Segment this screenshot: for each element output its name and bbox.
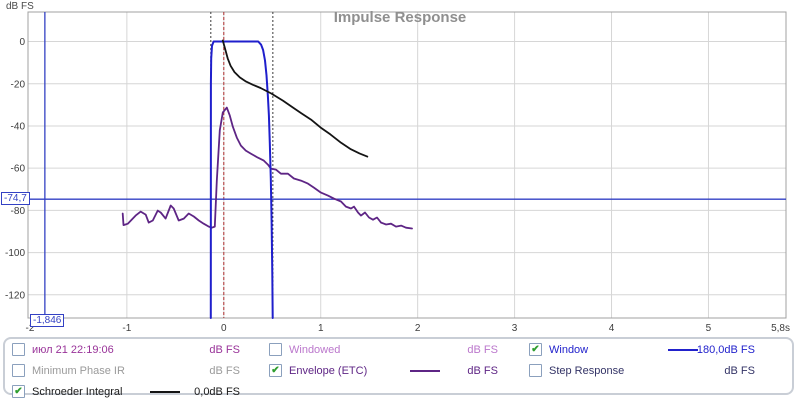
time-marker-label[interactable]: -1,846 xyxy=(30,314,65,327)
plot-border xyxy=(27,11,787,319)
y-axis-unit-label: dB FS xyxy=(6,1,34,12)
legend-item-июл-21-22-19-06: июл 21 22:19:06 dB FS xyxy=(5,341,796,359)
legend-checkbox-checked[interactable]: ✔ xyxy=(12,385,25,398)
legend-checkbox-checked[interactable]: ✔ xyxy=(529,343,542,356)
x-tick-label: -1 xyxy=(122,323,131,334)
legend-panel: июл 21 22:19:06 dB FS Windowed dB FS ✔ Window… xyxy=(3,337,796,398)
legend-line-sample xyxy=(150,391,180,393)
legend-checkbox-unchecked[interactable] xyxy=(12,364,25,377)
legend-value: dB FS xyxy=(467,365,498,377)
y-tick-label: -20 xyxy=(11,79,26,90)
legend-item-minimum-phase-ir: Minimum Phase IR dB FS xyxy=(5,362,796,380)
legend-line-sample xyxy=(410,370,440,372)
level-marker-label[interactable]: -74,7 xyxy=(1,192,30,205)
y-tick-label: -100 xyxy=(5,248,25,259)
legend-item-envelope-(etc): ✔ Envelope (ETC) dB FS xyxy=(5,362,796,380)
legend-label: Windowed xyxy=(289,344,341,356)
x-tick-label: 3 xyxy=(512,323,518,334)
legend-item-windowed: Windowed dB FS xyxy=(5,341,796,359)
series-envelope-etc- xyxy=(121,106,413,230)
x-tick-label: 1 xyxy=(318,323,324,334)
plot-background xyxy=(28,12,786,318)
x-tick-label: 0 xyxy=(221,323,227,334)
legend-value: dB FS xyxy=(209,365,240,377)
x-tick-label: 2 xyxy=(415,323,421,334)
legend-value: dB FS xyxy=(209,344,240,356)
y-tick-label: -40 xyxy=(11,121,26,132)
y-tick-label: -120 xyxy=(5,290,25,301)
legend-label: Minimum Phase IR xyxy=(32,365,125,377)
legend-label: Step Response xyxy=(549,365,625,377)
x-tick-label: 5,8s xyxy=(771,323,790,334)
series-window xyxy=(209,40,274,319)
legend-checkbox-unchecked[interactable] xyxy=(12,343,25,356)
legend-item-step-response: Step Response dB FS xyxy=(5,362,796,380)
legend-value: 0,0dB FS xyxy=(194,386,240,398)
y-tick-label: -80 xyxy=(11,206,26,217)
legend-item-window: ✔ Window -180,0dB FS xyxy=(5,341,796,359)
x-tick-label: -2 xyxy=(25,323,34,334)
x-tick-label: 4 xyxy=(609,323,615,334)
legend-value: dB FS xyxy=(724,365,755,377)
x-tick-label: 5 xyxy=(706,323,712,334)
impulse-response-chart: -2 -1 0 1 2 3 4 5 5,8s 0 -20 -40 -60 -80 -100 -120 Impu… xyxy=(1,1,790,334)
legend-checkbox-unchecked[interactable] xyxy=(269,343,282,356)
y-tick-label: -60 xyxy=(11,164,26,175)
legend-value: dB FS xyxy=(467,344,498,356)
y-tick-label: 0 xyxy=(19,37,25,48)
series-schroeder-integral xyxy=(221,39,369,158)
legend-checkbox-checked[interactable]: ✔ xyxy=(269,364,282,377)
legend-label: июл 21 22:19:06 xyxy=(32,344,114,356)
legend-label: Window xyxy=(549,344,589,356)
legend-checkbox-unchecked[interactable] xyxy=(529,364,542,377)
legend-value: -180,0dB FS xyxy=(693,344,755,356)
legend-label: Envelope (ETC) xyxy=(289,365,368,377)
legend-label: Schroeder Integral xyxy=(32,386,123,398)
legend-item-schroeder-integral: ✔ Schroeder Integral 0,0dB FS xyxy=(5,383,796,401)
legend-line-sample xyxy=(668,349,698,351)
chart-canvas: -2 -1 0 1 2 3 4 5 5,8s 0 -20 -40 -60 -80 -100 -120 xyxy=(5,11,790,334)
